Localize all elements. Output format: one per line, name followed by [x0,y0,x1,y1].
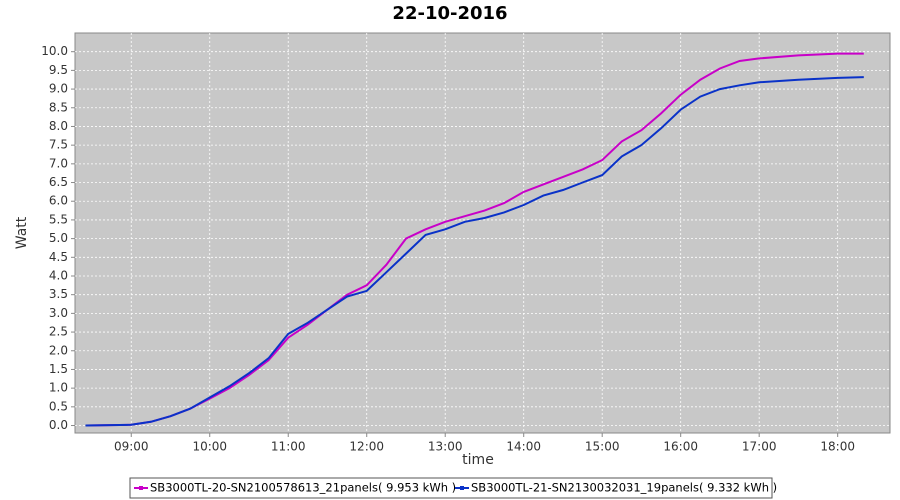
x-tick-label: 12:00 [349,440,384,454]
legend [129,477,773,499]
y-tick-label: 5.0 [49,231,68,245]
series-line [85,52,864,427]
x-tick-label: 10:00 [192,440,227,454]
y-tick-label: 9.0 [49,82,68,96]
y-tick-label: 6.5 [49,175,68,189]
legend-marker [460,486,464,490]
y-tick-label: 9.5 [49,63,68,77]
y-tick-label: 1.0 [49,381,68,395]
y-tick-label: 8.5 [49,100,68,114]
legend-label: SB3000TL-21-SN2130032031_19panels( 9.332… [471,481,777,495]
y-axis-label: Watt [14,216,30,249]
legend-label: SB3000TL-20-SN2100578613_21panels( 9.953… [150,481,456,495]
y-tick-label: 3.5 [49,287,68,301]
y-tick-label: 2.5 [49,325,68,339]
x-tick-label: 17:00 [742,440,777,454]
y-tick-label: 3.0 [49,306,68,320]
x-tick-label: 11:00 [271,440,306,454]
series-line [85,76,864,427]
y-tick-label: 7.5 [49,138,68,152]
x-tick-label: 09:00 [114,440,149,454]
chart-title: 22-10-2016 [392,3,507,24]
x-tick-label: 16:00 [663,440,698,454]
x-tick-label: 14:00 [506,440,541,454]
y-tick-label: 4.0 [49,268,68,282]
y-tick-label: 0.0 [49,418,68,432]
y-tick-label: 4.5 [49,250,68,264]
y-tick-label: 5.5 [49,212,68,226]
x-tick-label: 18:00 [820,440,855,454]
y-tick-label: 8.0 [49,119,68,133]
legend-marker [139,486,143,490]
y-tick-label: 6.0 [49,194,68,208]
x-tick-label: 15:00 [585,440,620,454]
x-axis-label: time [462,452,494,468]
y-tick-label: 2.0 [49,343,68,357]
y-tick-label: 10.0 [41,44,68,58]
x-tick-label: 13:00 [428,440,463,454]
plot-area [74,32,891,434]
y-tick-label: 0.5 [49,399,68,413]
y-tick-label: 1.5 [49,362,68,376]
y-tick-label: 7.0 [49,156,68,170]
